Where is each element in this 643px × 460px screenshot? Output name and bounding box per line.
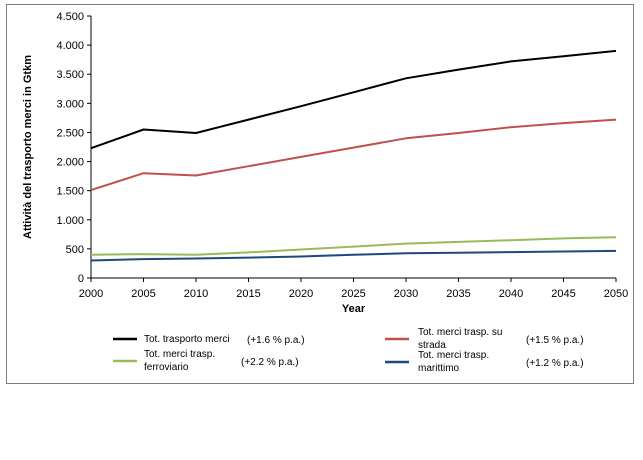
x-tick-label: 2015 [236,288,260,300]
legend-growth-1: (+1.5 % p.a.) [526,335,584,346]
legend-label-0: Tot. trasporto merci [144,334,230,345]
y-tick-label: 4.000 [56,40,84,52]
legend-growth-2: (+2.2 % p.a.) [241,357,299,368]
legend-growth-0: (+1.6 % p.a.) [247,335,305,346]
x-tick-label: 2005 [131,288,155,300]
y-tick-label: 4.500 [56,11,84,23]
y-axis-title: Attività del trasporto merci in Gtkm [22,55,34,239]
legend-label-1: Tot. merci trasp. su strada [418,327,502,351]
x-tick-label: 2035 [446,288,470,300]
chart-frame: 0 500 1.000 1.500 2.000 2.500 3.000 3.500 4.000 4… [6,4,634,384]
y-tick-label: 3.500 [56,69,84,81]
legend-growth-3: (+1.2 % p.a.) [526,358,584,369]
x-tick-label: 2050 [604,288,628,300]
x-tick-label: 2020 [289,288,313,300]
x-tick-label: 2010 [184,288,208,300]
x-tick-label: 2040 [499,288,523,300]
x-tick-label: 2030 [394,288,418,300]
line-chart: 0 500 1.000 1.500 2.000 2.500 3.000 3.500 4.000 4… [22,11,628,374]
x-tick-label: 2000 [79,288,103,300]
series-line-0 [90,49,617,150]
y-tick-label: 500 [66,244,84,256]
y-tick-label: 0 [78,273,84,285]
y-tick-label: 2.500 [56,127,84,139]
series-line-1 [90,118,617,192]
y-tick-label: 1.500 [56,186,84,198]
y-tick-label: 2.000 [56,157,84,169]
legend-label-3: Tot. merci trasp. marittimo [418,350,489,374]
x-tick-label: 2025 [341,288,365,300]
x-tick-label: 2045 [551,288,575,300]
y-tick-label: 1.000 [56,215,84,227]
series-line-3 [90,249,617,262]
x-axis-title: Year [342,303,366,315]
legend-label-2: Tot. merci trasp. ferroviario [144,349,215,373]
series-line-2 [90,236,617,256]
y-tick-label: 3.000 [56,98,84,110]
